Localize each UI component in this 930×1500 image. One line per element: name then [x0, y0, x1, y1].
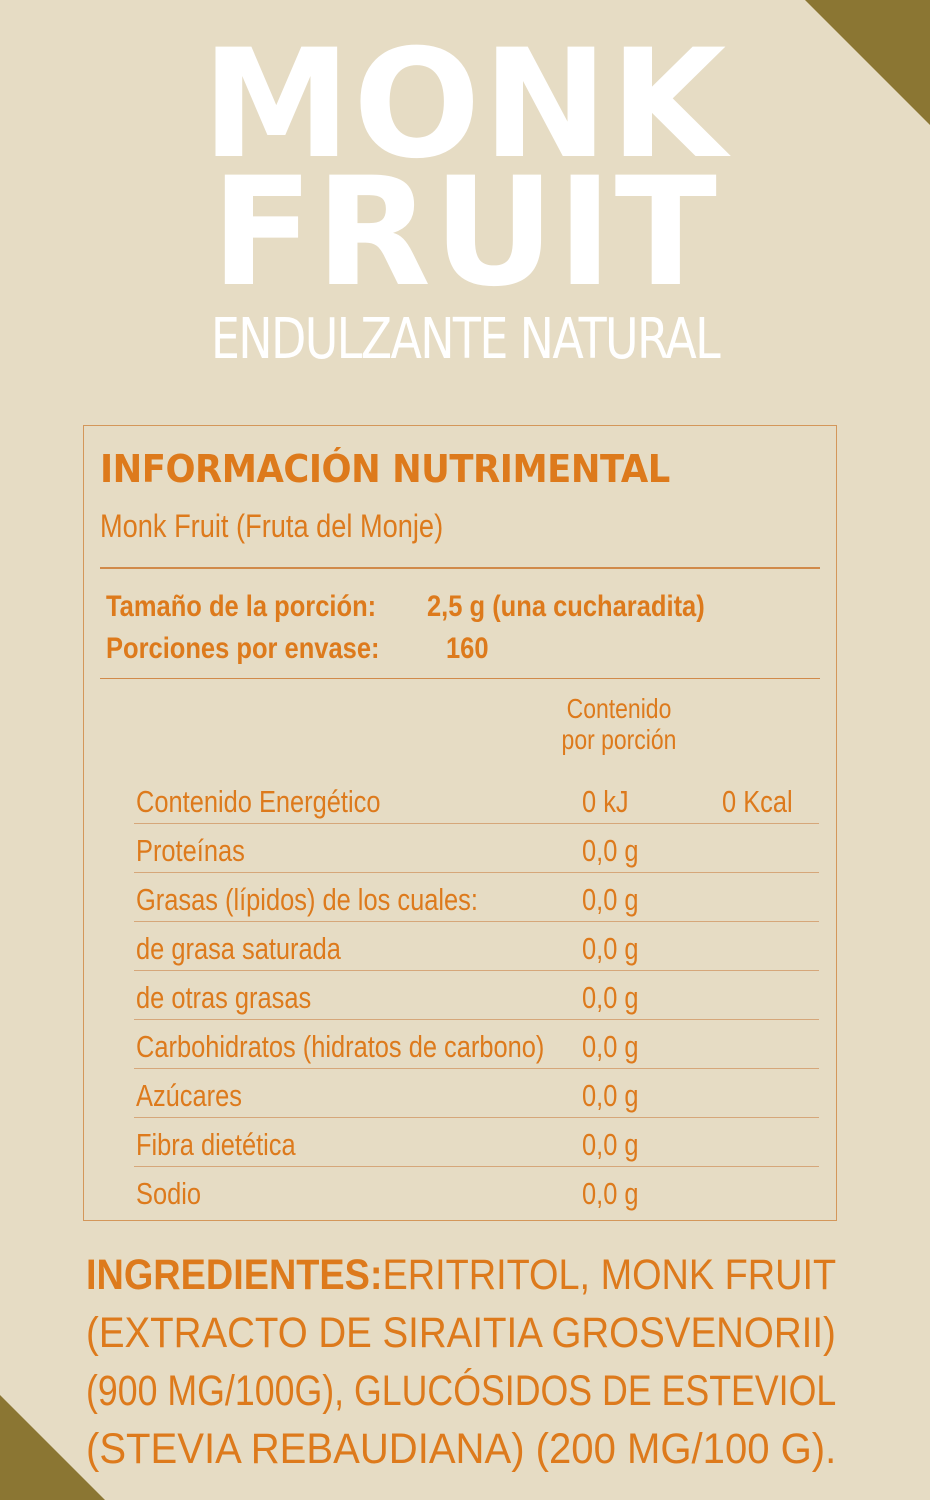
nutrient-label: Fibra dietética: [136, 1127, 296, 1162]
ingredients-label: INGREDIENTES:: [86, 1251, 383, 1299]
nutrient-row: Fibra dietética 0,0 g: [134, 1117, 819, 1167]
nutrient-label: Azúcares: [136, 1078, 242, 1113]
nutrient-label: Carbohidratos (hidratos de carbono): [136, 1029, 545, 1064]
nutrient-row: Azúcares 0,0 g: [134, 1068, 819, 1118]
column-header-line1: Contenido: [566, 693, 672, 724]
nutrient-row: Carbohidratos (hidratos de carbono) 0,0 …: [134, 1019, 819, 1069]
nutrient-value: 0,0 g: [582, 882, 639, 917]
nutrient-kcal-value: 0 Kcal: [722, 784, 793, 819]
nutrient-row-energy: Contenido Energético 0 kJ 0 Kcal: [134, 774, 819, 824]
ingredients-text: (STEVIA REBAUDIANA) (200 MG/100 G).: [86, 1425, 837, 1473]
nutrient-label: Sodio: [136, 1176, 202, 1211]
servings-per-container-label: Porciones por envase:: [106, 632, 380, 665]
nutrient-value: 0 kJ: [582, 784, 629, 819]
nutrient-label: Grasas (lípidos) de los cuales:: [136, 882, 478, 917]
column-header-line2: por porción: [561, 723, 677, 755]
nutrient-value: 0,0 g: [582, 1127, 639, 1162]
ingredients-line: (STEVIA REBAUDIANA) (200 MG/100 G).: [86, 1420, 836, 1478]
ingredients-block: INGREDIENTES: ERITRITOL, MONK FRUIT (EXT…: [86, 1246, 836, 1478]
column-header: Contenido por porción: [553, 693, 684, 756]
ingredients-line: (900 MG/100G), GLUCÓSIDOS DE ESTEVIOL: [86, 1362, 836, 1420]
ingredients-line: (EXTRACTO DE SIRAITIA GROSVENORII): [86, 1304, 836, 1362]
nutrient-row: de grasa saturada 0,0 g: [134, 921, 819, 971]
nutrient-value: 0,0 g: [582, 931, 639, 966]
brand-title-line2: FRUIT: [211, 146, 719, 320]
corner-decoration-bottom-left: [0, 1395, 105, 1500]
nutrient-value: 0,0 g: [582, 1078, 639, 1113]
nutrient-row: Proteínas 0,0 g: [134, 823, 819, 873]
nutrition-title: INFORMACIÓN NUTRIMENTAL: [100, 447, 670, 491]
nutrient-value: 0,0 g: [582, 980, 639, 1015]
serving-size-value: 2,5 g (una cucharadita): [427, 590, 705, 623]
nutrient-value: 0,0 g: [582, 1176, 639, 1211]
ingredients-text: ERITRITOL, MONK FRUIT: [382, 1251, 837, 1299]
corner-decoration-top-right: [805, 0, 930, 125]
nutrient-label: Proteínas: [136, 833, 245, 868]
nutrient-row: Sodio 0,0 g: [134, 1166, 819, 1215]
servings-per-container-value: 160: [446, 632, 489, 665]
nutrition-product-name: Monk Fruit (Fruta del Monje): [100, 508, 444, 544]
nutrient-value: 0,0 g: [582, 1029, 639, 1064]
ingredients-text: (EXTRACTO DE SIRAITIA GROSVENORII): [86, 1309, 836, 1357]
divider: [100, 678, 820, 679]
nutrient-value: 0,0 g: [582, 833, 639, 868]
nutrient-label: de grasa saturada: [136, 931, 341, 966]
ingredients-line: INGREDIENTES: ERITRITOL, MONK FRUIT: [86, 1246, 836, 1304]
nutrient-row: de otras grasas 0,0 g: [134, 970, 819, 1020]
nutrient-label: Contenido Energético: [136, 784, 381, 819]
brand-subtitle: ENDULZANTE NATURAL: [210, 307, 721, 372]
ingredients-text: (900 MG/100G), GLUCÓSIDOS DE ESTEVIOL: [86, 1367, 837, 1415]
nutrient-label: de otras grasas: [136, 980, 312, 1015]
brand-title-line1: MONK: [201, 18, 729, 192]
serving-size-label: Tamaño de la porción:: [106, 590, 377, 623]
divider: [100, 567, 820, 569]
nutrition-panel: INFORMACIÓN NUTRIMENTAL Monk Fruit (Frut…: [83, 425, 837, 1221]
nutrient-row: Grasas (lípidos) de los cuales: 0,0 g: [134, 872, 819, 922]
